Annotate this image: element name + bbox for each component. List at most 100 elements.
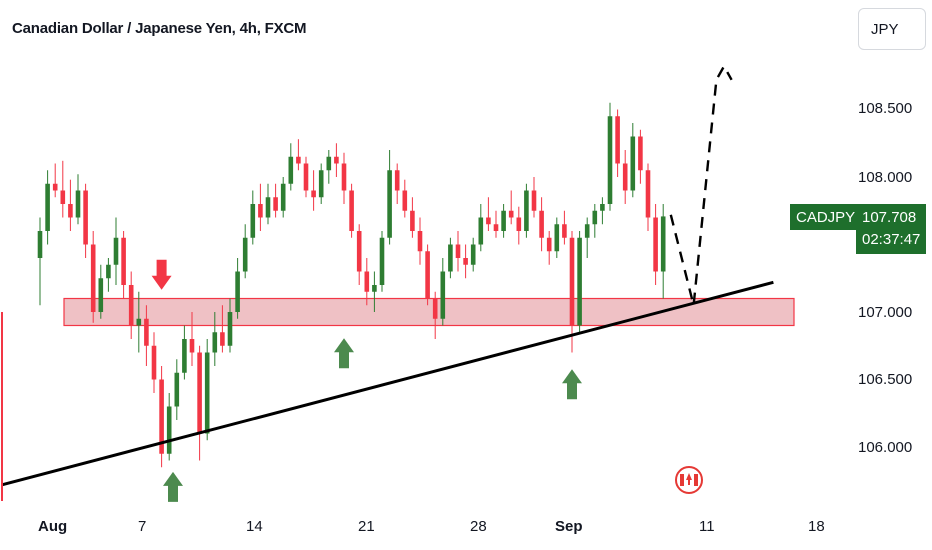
symbol-badge: CADJPY [790,204,861,230]
candle-body [661,216,666,271]
candle-body [539,211,544,238]
candle-body [83,191,88,245]
candle-body [524,191,529,232]
price-badge: 107.708 02:37:47 [856,204,926,254]
candle-body [152,346,157,380]
candle-body [273,197,278,211]
candle-body [137,319,142,326]
candle-body [106,265,111,279]
candle-countdown: 02:37:47 [862,229,920,251]
candle-body [448,245,453,272]
candle-body [463,258,468,265]
y-tick-label: 108.500 [858,100,912,117]
candle-body [555,224,560,251]
candle-body [205,353,210,434]
candle-body [441,272,446,319]
candle-body [190,339,195,353]
candle-body [509,211,514,218]
candle-body [235,272,240,313]
candle-body [213,332,218,352]
candle-body [585,224,590,238]
candle-body [296,157,301,164]
candle-body [144,319,149,346]
y-tick-label: 108.000 [858,169,912,186]
candle-body [570,238,575,326]
y-tick-label: 107.000 [858,304,912,321]
candle-body [53,184,58,191]
candle-body [281,184,286,211]
candle-body [501,211,506,231]
candle-body [372,285,377,292]
candle-body [38,231,43,258]
candle-body [251,204,256,238]
candle-body [243,238,248,272]
candle-body [486,218,491,225]
up-arrow-icon [562,369,582,399]
last-price: 107.708 [862,207,920,229]
candle-body [91,245,96,313]
candle-body [68,204,73,218]
canada-flag-bar-right [694,474,698,486]
x-tick-label: 7 [138,518,146,535]
projection-path [671,66,732,305]
candle-body [494,224,499,231]
candle-body [289,157,294,184]
candle-body [653,218,658,272]
candle-body [577,238,582,326]
candle-body [615,116,620,163]
candle-body [403,191,408,211]
candle-body [600,204,605,211]
candle-body [61,191,66,205]
x-tick-label: 18 [808,518,825,535]
chart-title: Canadian Dollar / Japanese Yen, 4h, FXCM [12,20,306,37]
x-tick-label: 14 [246,518,263,535]
candle-body [121,238,126,285]
candle-body [334,157,339,164]
candle-body [380,238,385,285]
candle-body [342,164,347,191]
currency-button[interactable]: JPY [858,8,926,50]
candle-body [349,191,354,232]
candle-body [456,245,461,259]
support-zone [64,299,794,326]
candle-body [167,407,172,454]
candle-body [593,211,598,225]
candle-body [327,157,332,171]
candle-body [638,137,643,171]
candle-body [220,332,225,346]
candle-body [45,184,50,231]
x-tick-label: 11 [699,518,715,535]
candle-body [99,278,104,312]
candle-body [418,231,423,251]
x-tick-label: 28 [470,518,487,535]
candle-body [532,191,537,211]
candle-body [228,312,233,346]
candle-body [608,116,613,204]
candle-body [365,272,370,292]
candle-body [395,170,400,190]
candle-body [357,231,362,272]
candle-body [517,218,522,232]
canada-flag-bar-left [680,474,684,486]
x-tick-label: 21 [358,518,375,535]
down-arrow-icon [152,260,172,290]
x-tick-label: Sep [555,518,583,535]
y-tick-label: 106.500 [858,371,912,388]
x-tick-label: Aug [38,518,67,535]
candle-body [631,137,636,191]
candle-body [646,170,651,217]
candle-body [471,245,476,265]
candle-body [623,164,628,191]
candle-body [114,238,119,265]
candle-body [311,191,316,198]
candle-body [76,191,81,218]
candle-body [479,218,484,245]
candle-body [562,224,567,238]
candle-body [319,170,324,197]
currency-button-label: JPY [871,21,899,38]
candle-body [129,285,134,326]
up-arrow-icon [334,338,354,368]
candle-body [433,299,438,319]
candle-body [197,353,202,434]
